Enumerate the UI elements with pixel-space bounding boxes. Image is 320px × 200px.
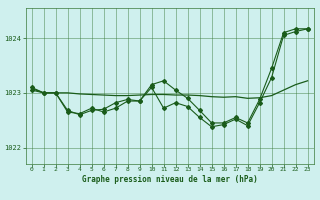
X-axis label: Graphe pression niveau de la mer (hPa): Graphe pression niveau de la mer (hPa) <box>82 175 258 184</box>
